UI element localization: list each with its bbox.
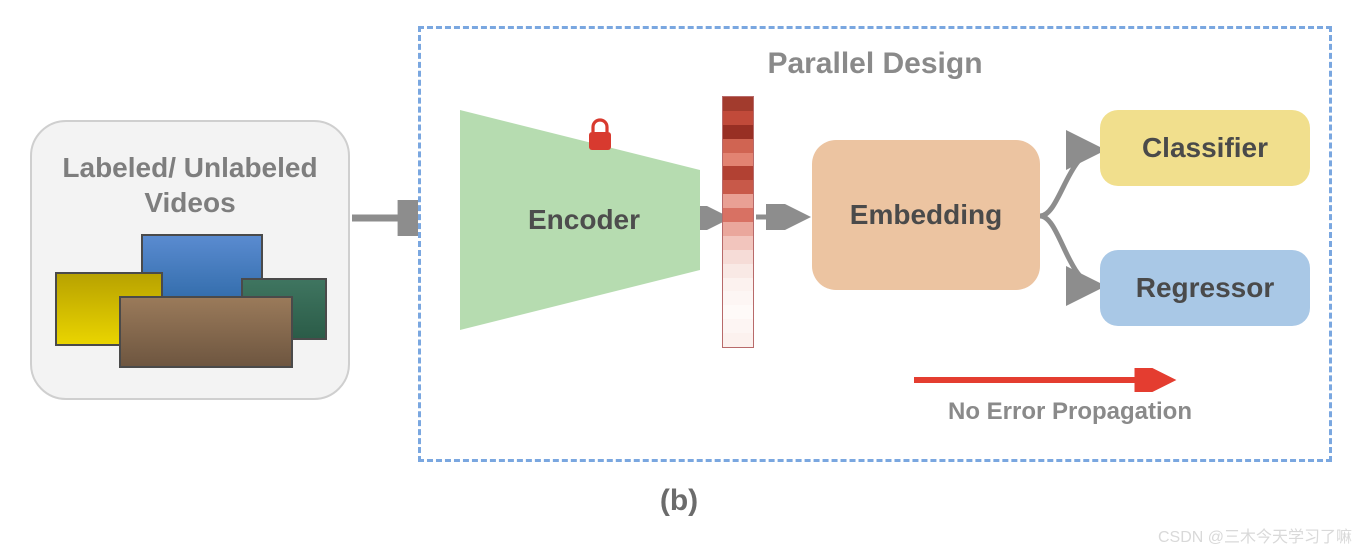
encoder-block: Encoder — [460, 110, 700, 330]
lock-icon — [586, 118, 614, 152]
encoder-label: Encoder — [460, 110, 700, 330]
panel-title: Parallel Design — [421, 47, 1329, 81]
input-panel: Labeled/ Unlabeled Videos — [30, 120, 350, 400]
feature-cell — [723, 194, 753, 208]
feature-cell — [723, 305, 753, 319]
feature-cell — [723, 222, 753, 236]
thumb-sepia — [119, 296, 293, 368]
error-arrow — [910, 368, 1180, 392]
input-title-line1: Labeled/ Unlabeled — [62, 152, 317, 183]
feature-cell — [723, 166, 753, 180]
feature-cell — [723, 111, 753, 125]
input-panel-title: Labeled/ Unlabeled Videos — [50, 150, 330, 220]
classifier-block: Classifier — [1100, 110, 1310, 186]
embedding-label: Embedding — [850, 199, 1002, 231]
regressor-block: Regressor — [1100, 250, 1310, 326]
feature-cell — [723, 319, 753, 333]
regressor-label: Regressor — [1136, 272, 1275, 304]
error-arrow-label: No Error Propagation — [910, 398, 1230, 426]
input-title-line2: Videos — [144, 187, 235, 218]
feature-column — [722, 96, 754, 348]
feature-cell — [723, 250, 753, 264]
embedding-block: Embedding — [812, 140, 1040, 290]
feature-cell — [723, 208, 753, 222]
feature-cell — [723, 97, 753, 111]
feature-cell — [723, 125, 753, 139]
feature-cell — [723, 153, 753, 167]
feature-cell — [723, 278, 753, 292]
watermark-text: CSDN @三木今天学习了嘛 — [1158, 523, 1352, 547]
classifier-label: Classifier — [1142, 132, 1268, 164]
feature-cell — [723, 291, 753, 305]
video-thumbnails — [55, 234, 325, 374]
feature-cell — [723, 264, 753, 278]
feature-cell — [723, 180, 753, 194]
subfigure-label: (b) — [0, 484, 1358, 518]
diagram-canvas: Labeled/ Unlabeled Videos Parallel Desig… — [0, 0, 1358, 551]
feature-cell — [723, 139, 753, 153]
arrow-features-to-embedding — [756, 204, 812, 230]
feature-cell — [723, 236, 753, 250]
feature-cell — [723, 333, 753, 347]
